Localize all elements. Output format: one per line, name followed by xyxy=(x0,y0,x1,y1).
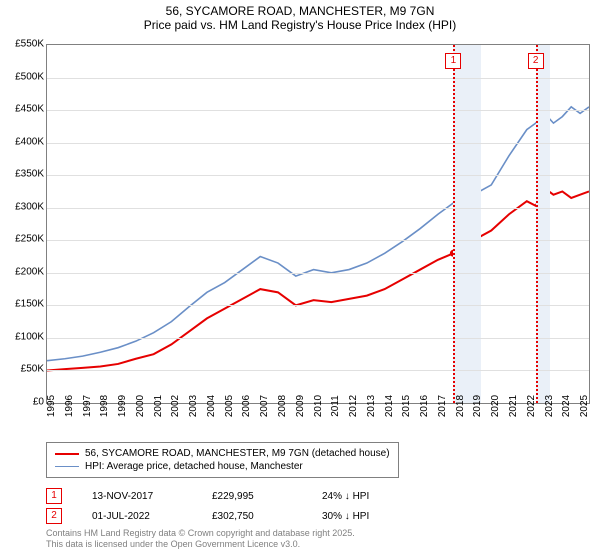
x-tick-label: 2016 xyxy=(419,395,430,417)
x-tick-label: 2019 xyxy=(472,395,483,417)
x-tick-label: 2006 xyxy=(241,395,252,417)
title-block: 56, SYCAMORE ROAD, MANCHESTER, M9 7GN Pr… xyxy=(0,0,600,32)
footer-line: Contains HM Land Registry data © Crown c… xyxy=(46,528,355,539)
x-tick-label: 2025 xyxy=(579,395,590,417)
x-tick-label: 2007 xyxy=(259,395,270,417)
sales-table: 1 13-NOV-2017 £229,995 24% ↓ HPI 2 01-JU… xyxy=(46,486,402,526)
sale-marker-box: 1 xyxy=(445,53,461,69)
x-tick-label: 2012 xyxy=(348,395,359,417)
x-tick-label: 2011 xyxy=(330,395,341,417)
x-tick-label: 1996 xyxy=(64,395,75,417)
x-tick-label: 2021 xyxy=(508,395,519,417)
x-tick-label: 2005 xyxy=(224,395,235,417)
table-row: 1 13-NOV-2017 £229,995 24% ↓ HPI xyxy=(46,486,402,506)
legend-label: 56, SYCAMORE ROAD, MANCHESTER, M9 7GN (d… xyxy=(85,448,390,459)
x-tick-label: 2015 xyxy=(401,395,412,417)
title-address: 56, SYCAMORE ROAD, MANCHESTER, M9 7GN xyxy=(0,4,600,18)
sale-marker: 2 xyxy=(46,508,62,524)
x-tick-label: 2017 xyxy=(437,395,448,417)
y-tick-label: £350K xyxy=(15,169,44,180)
legend-swatch xyxy=(55,453,79,455)
chart-plot-area: 12 xyxy=(46,44,590,404)
series-line xyxy=(47,107,589,361)
y-tick-label: £500K xyxy=(15,71,44,82)
y-tick-label: £300K xyxy=(15,201,44,212)
legend-swatch xyxy=(55,466,79,467)
sale-pct: 30% ↓ HPI xyxy=(322,511,402,522)
x-tick-label: 2004 xyxy=(206,395,217,417)
series-line xyxy=(47,253,453,370)
x-tick-label: 2001 xyxy=(153,395,164,417)
x-tick-label: 2022 xyxy=(526,395,537,417)
y-tick-label: £0 xyxy=(33,397,44,408)
y-tick-label: £100K xyxy=(15,331,44,342)
x-tick-label: 2009 xyxy=(295,395,306,417)
x-tick-label: 2020 xyxy=(490,395,501,417)
x-tick-label: 2008 xyxy=(277,395,288,417)
legend-label: HPI: Average price, detached house, Manc… xyxy=(85,461,303,472)
y-tick-label: £50K xyxy=(21,364,44,375)
footer: Contains HM Land Registry data © Crown c… xyxy=(46,528,355,550)
sale-price: £302,750 xyxy=(212,511,292,522)
table-row: 2 01-JUL-2022 £302,750 30% ↓ HPI xyxy=(46,506,402,526)
x-tick-label: 2000 xyxy=(135,395,146,417)
legend-item: HPI: Average price, detached house, Manc… xyxy=(55,460,390,473)
sale-marker-box: 2 xyxy=(528,53,544,69)
y-tick-label: £450K xyxy=(15,104,44,115)
y-tick-label: £150K xyxy=(15,299,44,310)
y-tick-label: £550K xyxy=(15,39,44,50)
legend-item: 56, SYCAMORE ROAD, MANCHESTER, M9 7GN (d… xyxy=(55,447,390,460)
x-tick-label: 2003 xyxy=(188,395,199,417)
x-tick-label: 2002 xyxy=(170,395,181,417)
sale-pct: 24% ↓ HPI xyxy=(322,491,402,502)
sale-price: £229,995 xyxy=(212,491,292,502)
x-tick-label: 2010 xyxy=(313,395,324,417)
x-tick-label: 2018 xyxy=(455,395,466,417)
x-tick-label: 1998 xyxy=(99,395,110,417)
title-subtitle: Price paid vs. HM Land Registry's House … xyxy=(0,18,600,32)
x-tick-label: 2014 xyxy=(384,395,395,417)
sale-marker: 1 xyxy=(46,488,62,504)
y-tick-label: £400K xyxy=(15,136,44,147)
x-tick-label: 1995 xyxy=(46,395,57,417)
footer-line: This data is licensed under the Open Gov… xyxy=(46,539,355,550)
y-tick-label: £200K xyxy=(15,266,44,277)
x-tick-label: 2024 xyxy=(561,395,572,417)
x-tick-label: 2013 xyxy=(366,395,377,417)
x-tick-label: 1999 xyxy=(117,395,128,417)
y-tick-label: £250K xyxy=(15,234,44,245)
x-tick-label: 2023 xyxy=(544,395,555,417)
sale-date: 13-NOV-2017 xyxy=(92,491,182,502)
legend: 56, SYCAMORE ROAD, MANCHESTER, M9 7GN (d… xyxy=(46,442,399,478)
plot-svg xyxy=(47,45,589,403)
sale-date: 01-JUL-2022 xyxy=(92,511,182,522)
chart-container: 56, SYCAMORE ROAD, MANCHESTER, M9 7GN Pr… xyxy=(0,0,600,560)
x-tick-label: 1997 xyxy=(82,395,93,417)
